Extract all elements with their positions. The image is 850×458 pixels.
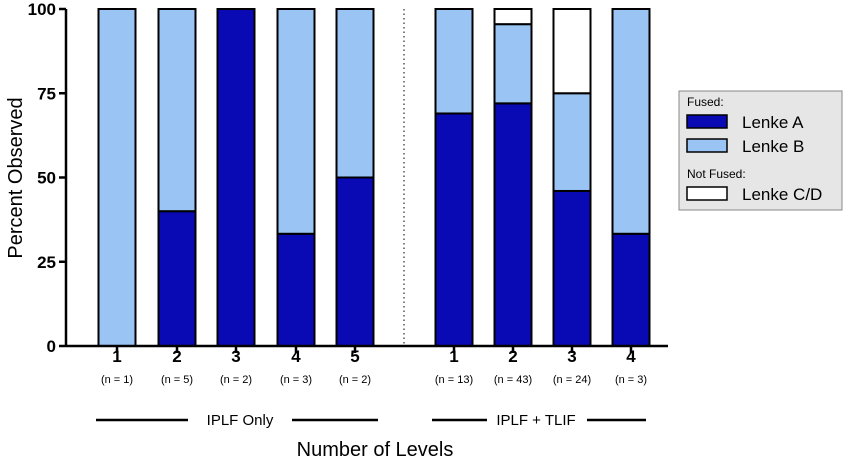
y-tick-label: 100 [28, 0, 56, 19]
legend-label: Lenke B [742, 137, 804, 156]
bar-segment-lenke-a [276, 232, 316, 348]
y-tick-label: 75 [37, 84, 56, 103]
y-tick-label: 25 [37, 253, 56, 272]
bar-segment-lenke-b [611, 8, 651, 235]
x-tick-label: 3 [231, 347, 240, 366]
sample-size-label: (n = 2) [339, 374, 371, 386]
x-tick-label: 2 [508, 347, 517, 366]
x-tick-label: 4 [626, 347, 636, 366]
x-tick-label: 2 [172, 347, 181, 366]
bar-segment-lenke-a [335, 176, 375, 347]
x-axis-title: Number of Levels [297, 439, 454, 458]
legend-label: Lenke C/D [742, 185, 822, 204]
bar-segment-lenke-a [611, 232, 651, 348]
legend-label: Lenke A [742, 113, 804, 132]
bar-segment-lenke-b [335, 8, 375, 179]
bar-segment-lenke-b [434, 8, 474, 115]
bar-segment-lenke-a [157, 210, 197, 347]
bar-segment-lenke-c-d [552, 8, 592, 95]
x-tick-label: 1 [112, 347, 121, 366]
y-axis-title: Percent Observed [5, 97, 27, 258]
sample-size-label: (n = 5) [161, 374, 193, 386]
bar-segment-lenke-a [552, 189, 592, 347]
sample-size-label: (n = 24) [553, 374, 591, 386]
group-label: IPLF Only [207, 412, 274, 429]
legend-section-title: Not Fused: [687, 167, 746, 181]
bar-segment-lenke-b [276, 8, 316, 235]
bar-segment-lenke-b [157, 8, 197, 213]
y-tick-label: 50 [37, 169, 56, 188]
sample-size-label: (n = 1) [101, 374, 133, 386]
x-tick-label: 4 [291, 347, 301, 366]
bar-segment-lenke-a [434, 112, 474, 347]
sample-size-label: (n = 2) [220, 374, 252, 386]
legend-swatch [686, 186, 728, 201]
sample-size-label: (n = 13) [435, 374, 473, 386]
bar-segment-lenke-b [493, 23, 533, 105]
y-tick-label: 0 [47, 337, 56, 356]
sample-size-label: (n = 3) [280, 374, 312, 386]
sample-size-label: (n = 43) [494, 374, 532, 386]
bar-segment-lenke-a [216, 8, 256, 347]
legend: Fused: Lenke A Lenke B Not Fused: Lenke C/D [678, 90, 843, 211]
bar-segment-lenke-a [493, 102, 533, 347]
x-tick-label: 1 [449, 347, 458, 366]
x-tick-label: 5 [350, 347, 359, 366]
legend-section-title: Fused: [687, 95, 724, 109]
bar-segment-lenke-c-d [493, 8, 533, 26]
legend-swatch [686, 138, 728, 153]
bar-segment-lenke-b [97, 8, 137, 347]
x-tick-label: 3 [567, 347, 576, 366]
group-label: IPLF + TLIF [496, 412, 575, 429]
legend-swatch [686, 114, 728, 129]
bar-segment-lenke-b [552, 92, 592, 192]
sample-size-label: (n = 3) [615, 374, 647, 386]
